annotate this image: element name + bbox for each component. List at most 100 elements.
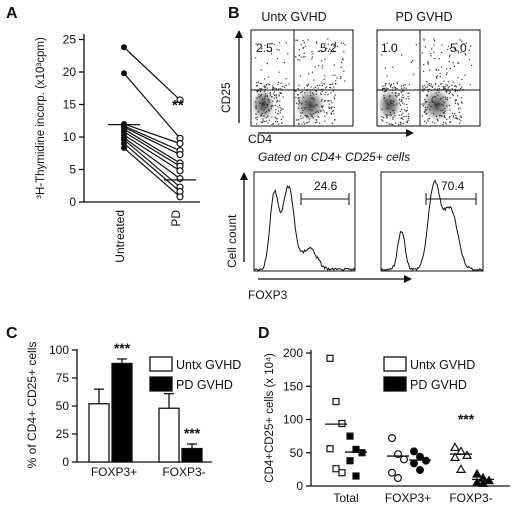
panel-c-legend-pd: PD GVHD: [176, 378, 233, 392]
panel-d-point-triangle: [477, 478, 489, 487]
panel-a-point-untreated: [121, 140, 127, 147]
panel-a-point-untreated: [121, 70, 127, 77]
panel-d-legend-swatch-pd: [383, 376, 407, 392]
panel-a-y-tick-label: 25: [63, 33, 77, 47]
dot-plot-untx-q-left: 2.5: [256, 41, 273, 55]
panel-a-points: [121, 44, 184, 201]
panel-d-point-square: [352, 472, 360, 480]
panel-b-gate-note: Gated on CD4+ CD25+ cells: [258, 150, 410, 164]
panel-c-y-label: % of CD4+ CD25+ cells: [25, 342, 39, 469]
dot-plot-pd-q-left: 1.0: [381, 41, 398, 55]
panel-letter-b: B: [228, 5, 240, 22]
panel-c-bars: [88, 358, 203, 463]
panel-a-pair-line: [123, 126, 181, 156]
panel-d-point-circle: [416, 466, 425, 475]
panel-a-y-label: ³H-Thymidine incorp. (x10³cpm): [35, 37, 47, 199]
panel-b-cellcount-arrowhead: [240, 172, 248, 180]
panel-d-point-circle: [410, 447, 419, 456]
panel-c-legend-swatch-pd: [149, 376, 173, 392]
panel-a-pair-line: [123, 134, 181, 172]
panel-a-point-pd: [176, 150, 184, 159]
histogram-untx: 24.6: [253, 171, 356, 272]
panel-d-legend-swatch-untx: [383, 356, 407, 372]
panel-d-point-circle: [422, 456, 431, 465]
panel-letter-a: A: [6, 5, 18, 22]
panel-c-significance-foxp3neg: ***: [184, 425, 201, 441]
panel-d-y-tick-label: 200: [283, 346, 303, 360]
panel-b-cd25-arrowhead: [235, 30, 243, 38]
panel-b-flow: Untx GVHD PD GVHD 2.5 5.2 1.0 5.0 CD25 C…: [219, 10, 484, 302]
panel-d-significance: ***: [458, 411, 475, 427]
histogram-untx-value: 24.6: [314, 179, 338, 193]
panel-d-point-triangle: [471, 477, 483, 487]
panel-a-pair-line: [123, 128, 181, 164]
panel-a-y-tick-label: 10: [63, 130, 77, 144]
panel-a-pair-line: [123, 131, 181, 167]
panel-d-point-triangle: [483, 475, 495, 485]
panel-d-point-square: [338, 469, 346, 477]
panel-d-point-triangle: [455, 464, 467, 473]
panel-d-y-tick-label: 150: [283, 379, 303, 393]
panel-d-category-foxp3pos: FOXP3+: [385, 491, 431, 505]
panel-d-point-triangle: [449, 452, 461, 462]
panel-a-pair-line: [123, 143, 181, 193]
panel-a-pair-line: [123, 46, 181, 101]
panel-d-point-circle: [400, 455, 409, 464]
panel-d-point-square: [358, 449, 366, 457]
panel-a-point-pd: [176, 175, 184, 183]
panel-c-bar: [158, 407, 180, 463]
panel-d-point-triangle: [461, 450, 473, 460]
panel-a-point-untreated: [121, 145, 127, 152]
panel-b-title-untx: Untx GVHD: [261, 10, 326, 24]
panel-d-point-triangle: [449, 442, 461, 452]
panel-a-point-untreated: [121, 44, 127, 51]
panel-b-hist-y-label: Cell count: [225, 214, 239, 268]
panel-d-point-square: [326, 354, 334, 362]
panel-d-point-circle: [394, 474, 403, 483]
panel-c-significance-foxp3pos: ***: [114, 340, 131, 356]
panel-a-significance: **: [172, 97, 184, 114]
panel-d-point-circle: [388, 434, 397, 443]
panel-d-point-triangle: [471, 468, 483, 478]
panel-b-cd4-arrowhead: [406, 129, 414, 137]
panel-b-foxp3-arrowhead: [404, 275, 412, 283]
panel-c-y-tick-label: 100: [49, 343, 69, 357]
panel-a-y-tick-label: 15: [63, 98, 77, 112]
dot-plot-untx-q-right: 5.2: [320, 41, 337, 55]
panel-a-y-tick-label: 5: [69, 163, 76, 177]
histogram-pd-value: 70.4: [441, 179, 465, 193]
panel-a-point-pd: [176, 139, 184, 148]
panel-c-y-tick-label: 75: [56, 371, 70, 385]
panel-a-pair-line: [123, 125, 181, 152]
panel-d-legend-untx: Untx GVHD: [410, 358, 475, 372]
dot-plot-untx: 2.5 5.2: [250, 29, 354, 127]
panel-c-y-tick-label: 0: [62, 455, 69, 469]
panel-a-category-pd: PD: [169, 210, 183, 227]
panel-d-y-tick-label: 0: [296, 479, 303, 493]
panel-b-y-label: CD25: [219, 82, 233, 113]
panel-c-y-tick-label: 50: [56, 399, 70, 413]
panel-a-pair-line: [123, 137, 181, 180]
panel-c-legend-untx: Untx GVHD: [176, 358, 241, 372]
panel-c-bar: [111, 362, 133, 463]
panel-a-pair-line: [123, 147, 181, 198]
panel-a-ticks: 0 5 10 15 20 25: [63, 33, 84, 209]
panel-a-y-tick-label: 20: [63, 65, 77, 79]
panel-a-pair-line: [123, 139, 181, 188]
panel-d-point-square: [338, 419, 346, 428]
panel-d-point-circle: [410, 459, 419, 468]
panel-d-category-foxp3neg: FOXP3-: [449, 491, 492, 505]
panel-c-bar: [181, 447, 203, 463]
panel-d-y-tick-label: 100: [283, 413, 303, 427]
panel-d-category-total: Total: [333, 491, 358, 505]
panel-a-category-untreated: Untreated: [113, 210, 127, 263]
panel-a-chart: ³H-Thymidine incorp. (x10³cpm) 0 5 10 15 20 2…: [35, 33, 200, 263]
panel-d-point-square: [346, 457, 354, 465]
panel-d-point-square: [346, 432, 354, 440]
panel-a-y-tick-label: 0: [69, 195, 76, 209]
panel-letter-c: C: [6, 325, 18, 342]
panel-d-point-square: [332, 397, 340, 406]
panel-a-pair-line: [123, 123, 181, 145]
panel-b-hist-x-label: FOXP3: [248, 288, 288, 302]
